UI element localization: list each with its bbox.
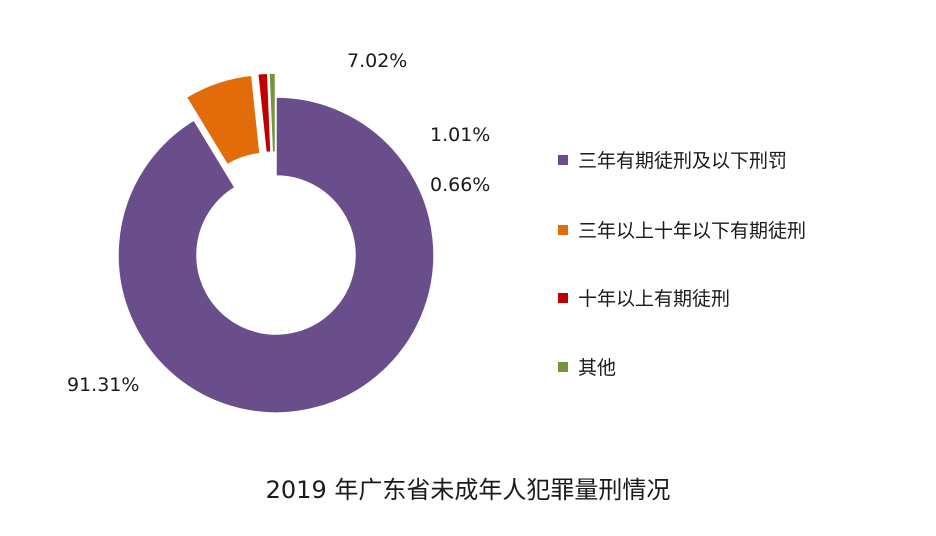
legend-label-2: 十年以上有期徒刑 <box>578 288 730 310</box>
legend-swatch-0 <box>558 155 568 165</box>
legend-label-0: 三年有期徒刑及以下刑罚 <box>578 150 787 172</box>
slice-1 <box>185 74 261 166</box>
value-labels-group: 91.31% 7.02% 1.01% 0.66% <box>67 50 490 396</box>
legend-swatch-2 <box>558 293 568 303</box>
chart-title: 2019 年广东省未成年人犯罪量刑情况 <box>266 476 671 504</box>
slice-2 <box>256 72 272 154</box>
slices-group <box>117 72 435 414</box>
legend-label-3: 其他 <box>578 357 616 379</box>
value-label-0: 91.31% <box>67 374 139 396</box>
value-label-1: 7.02% <box>347 50 407 72</box>
slice-3 <box>268 72 277 153</box>
value-label-2: 1.01% <box>430 124 490 146</box>
legend-label-1: 三年以上十年以下有期徒刑 <box>578 220 806 242</box>
slice-0 <box>117 96 435 414</box>
legend: 三年有期徒刑及以下刑罚 三年以上十年以下有期徒刑 十年以上有期徒刑 其他 <box>558 150 806 379</box>
value-label-3: 0.66% <box>430 174 490 196</box>
legend-swatch-3 <box>558 362 568 372</box>
legend-swatch-1 <box>558 225 568 235</box>
